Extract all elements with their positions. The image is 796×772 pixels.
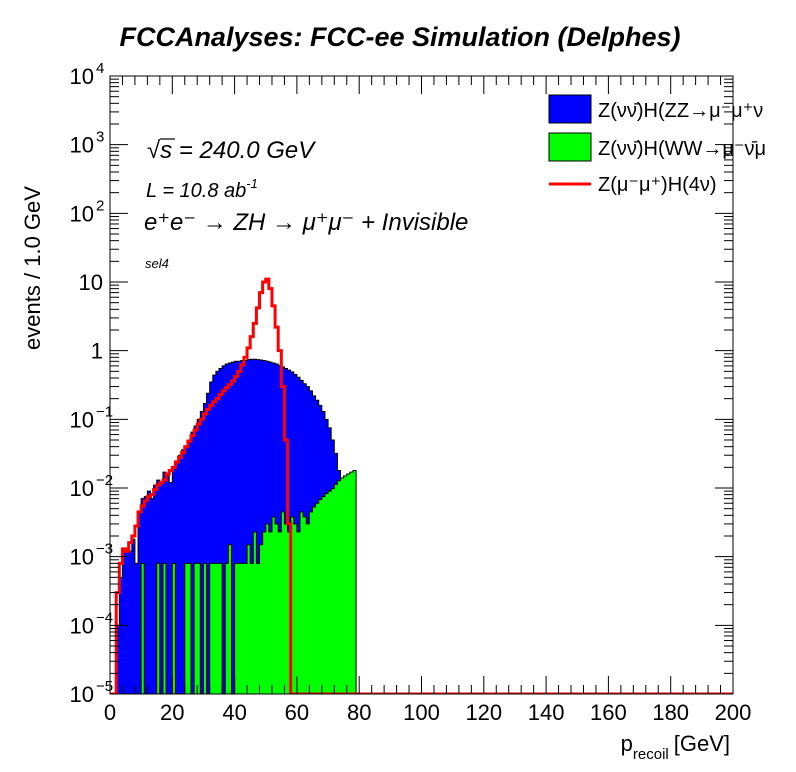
process-annotation: e⁺e⁻ → ZH → μ⁺μ⁻ + Invisible bbox=[144, 209, 468, 236]
lumi-annotation: L = 10.8 ab-1 bbox=[146, 176, 258, 202]
y-tick-exponent: −1 bbox=[96, 403, 113, 420]
energy-symbol: √s bbox=[147, 137, 172, 164]
y-tick-label: 10 bbox=[70, 64, 94, 89]
x-tick-label: 40 bbox=[222, 700, 246, 725]
legend: Z(νν̄)H(ZZ→μ⁻μ⁺ν Z(νν̄)H(WW→μ⁻ν̄μ Z(μ⁻μ⁺)H… bbox=[548, 94, 766, 196]
x-tick-label: 0 bbox=[104, 700, 116, 725]
chart-title: FCCAnalyses: FCC-ee Simulation (Delphes) bbox=[119, 22, 680, 52]
y-tick-exponent: −5 bbox=[96, 678, 113, 695]
y-tick-label: 10 bbox=[70, 613, 94, 638]
x-tick-label: 60 bbox=[285, 700, 309, 725]
series-1-histogram bbox=[110, 469, 733, 694]
x-axis-subscript: recoil bbox=[633, 746, 669, 763]
axis-ticks bbox=[109, 75, 734, 695]
y-axis-title: events / 1.0 GeV bbox=[20, 186, 45, 350]
x-tick-label: 160 bbox=[590, 700, 627, 725]
y-tick-label: 10 bbox=[70, 133, 94, 158]
legend-swatch-0 bbox=[548, 94, 592, 124]
y-tick-exponent: −3 bbox=[96, 541, 113, 558]
x-tick-label: 140 bbox=[528, 700, 565, 725]
legend-label-2: Z(μ⁻μ⁺)H(4ν) bbox=[598, 174, 717, 196]
x-axis-title: precoil [GeV] bbox=[621, 731, 730, 763]
y-tick-label: 10 bbox=[70, 201, 94, 226]
energy-annotation: √s = 240.0 GeV bbox=[147, 137, 316, 164]
x-axis-unit: [GeV] bbox=[674, 731, 730, 756]
annotations: √s = 240.0 GeV L = 10.8 ab-1 e⁺e⁻ → ZH →… bbox=[144, 137, 468, 271]
x-tick-labels: 0 20 40 60 80 100 120 140 160 180 200 bbox=[104, 700, 751, 725]
y-tick-label: 10 bbox=[70, 407, 94, 432]
y-tick-exponent: 2 bbox=[96, 197, 104, 214]
y-tick-exponent: 4 bbox=[96, 60, 104, 77]
x-tick-label: 100 bbox=[403, 700, 440, 725]
selection-annotation: sel4 bbox=[145, 256, 169, 271]
x-tick-label: 20 bbox=[160, 700, 184, 725]
legend-label-1: Z(νν̄)H(WW→μ⁻ν̄μ bbox=[598, 138, 766, 160]
y-tick-exponent: −4 bbox=[96, 609, 113, 626]
y-tick-exponent: −2 bbox=[96, 472, 113, 489]
y-tick-label: 10 bbox=[70, 545, 94, 570]
y-tick-label: 10 bbox=[70, 682, 94, 707]
y-tick-label: 10 bbox=[70, 476, 94, 501]
energy-value: = 240.0 GeV bbox=[172, 137, 316, 164]
lumi-value: L = 10.8 ab bbox=[146, 180, 246, 202]
x-tick-label: 180 bbox=[652, 700, 689, 725]
y-tick-label: 10 bbox=[79, 270, 103, 295]
y-tick-label: 1 bbox=[91, 339, 103, 364]
x-tick-label: 200 bbox=[715, 700, 752, 725]
legend-label-0: Z(νν̄)H(ZZ→μ⁻μ⁺ν bbox=[598, 100, 763, 122]
plot-area bbox=[110, 277, 733, 694]
x-axis-symbol: p bbox=[621, 731, 633, 756]
lumi-exponent: -1 bbox=[246, 176, 258, 191]
x-tick-label: 120 bbox=[465, 700, 502, 725]
y-tick-exponent: 3 bbox=[96, 129, 104, 146]
x-tick-label: 80 bbox=[347, 700, 371, 725]
legend-swatch-1 bbox=[548, 132, 592, 162]
series-2-histogram bbox=[110, 277, 733, 694]
